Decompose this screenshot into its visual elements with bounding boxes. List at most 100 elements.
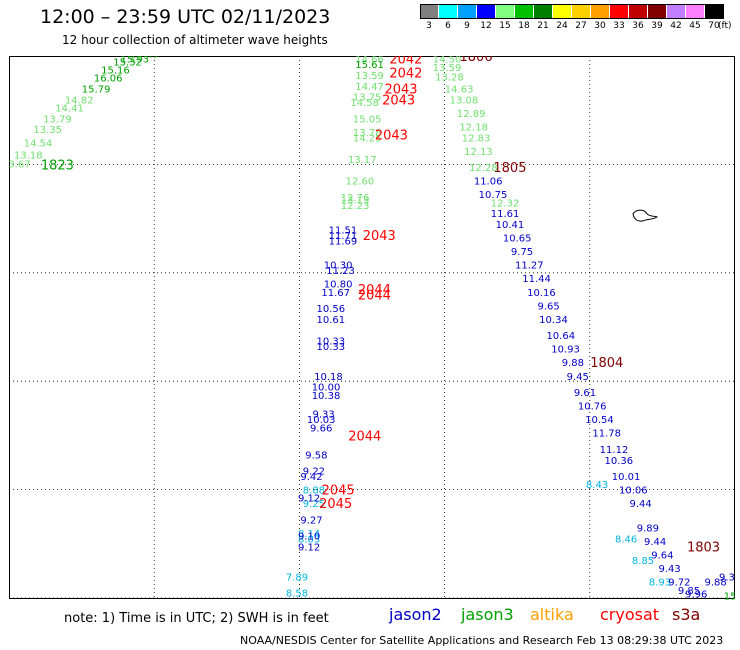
wave-height-value: 15.49 xyxy=(130,56,159,60)
track-time-label: 2043 xyxy=(384,83,417,98)
track-time-label: 2043 xyxy=(375,129,408,144)
wave-height-value: 9.89 xyxy=(637,524,659,535)
wave-height-value: 12.28 xyxy=(469,163,498,174)
legend-tick-label: 18 xyxy=(518,21,530,31)
legend-tick-label: 30 xyxy=(594,21,606,31)
wave-height-value: 12.76 xyxy=(341,193,370,204)
wave-height-value: 9.12 xyxy=(298,494,320,505)
legend-swatch xyxy=(686,4,704,19)
wave-height-value: 9.25 xyxy=(303,499,325,510)
wave-height-value: 9.72 xyxy=(668,578,690,589)
wave-height-value: 11.78 xyxy=(592,429,621,440)
wave-height-value: 10.64 xyxy=(546,331,575,342)
wave-height-value: 13.78 xyxy=(353,128,382,139)
wave-height-value: 13.28 xyxy=(435,73,464,84)
legend-swatch xyxy=(534,4,552,19)
legend-swatch xyxy=(458,4,476,19)
legend-swatch xyxy=(610,4,628,19)
wave-height-value: 8.14 xyxy=(298,529,320,540)
wave-height-value: 16.06 xyxy=(94,74,123,85)
wave-height-value: 9.88 xyxy=(705,578,727,589)
wave-height-value: 15.93 xyxy=(121,56,150,66)
legend-tick-label: 45 xyxy=(689,21,701,31)
wave-height-value: 9.42 xyxy=(300,472,322,483)
legend-swatch xyxy=(572,4,590,19)
wave-height-value: 10.06 xyxy=(619,486,648,497)
wave-height-value: 15 xyxy=(724,591,735,602)
wave-height-value: 9.44 xyxy=(629,499,651,510)
wave-height-value: 10.30 xyxy=(324,261,353,272)
wave-height-value: 9.10 xyxy=(298,532,320,543)
wave-height-value: 13.13 xyxy=(341,196,370,207)
track-time-label: 1823 xyxy=(41,158,74,173)
wave-height-value: 9.65 xyxy=(538,301,560,312)
wave-height-value: 11.44 xyxy=(522,274,551,285)
island-outline xyxy=(632,209,658,222)
wave-height-value: 9.75 xyxy=(511,247,533,258)
satellite-name-jason3: jason3 xyxy=(461,605,514,624)
wave-height-value: 12.60 xyxy=(346,177,375,188)
wave-height-value: 10.76 xyxy=(578,402,607,413)
legend-tick-label: 21 xyxy=(537,21,549,31)
legend-tick-label: 3 xyxy=(426,21,432,31)
wave-height-value: 8.85 xyxy=(632,556,654,567)
lat-tick-label: -50 xyxy=(9,56,10,62)
satellite-name-s3a: s3a xyxy=(672,605,701,624)
legend-tick-label: 39 xyxy=(651,21,663,31)
wave-height-value: 11.27 xyxy=(515,261,544,272)
map-grid xyxy=(9,56,735,599)
wave-height-value: 8.46 xyxy=(615,534,637,545)
wave-height-value: 9.88 xyxy=(562,358,584,369)
lat-tick-label: -58 xyxy=(9,486,10,496)
chart-title: 12:00 – 23:59 UTC 02/11/2023 xyxy=(40,6,331,28)
track-time-label: 1803 xyxy=(687,541,720,556)
legend-swatch xyxy=(648,4,666,19)
wave-height-map: 606366697275-50-52-54-56-58-60 8.587.898… xyxy=(9,56,735,602)
wave-height-value: 10.00 xyxy=(312,383,341,394)
lat-tick-label: -54 xyxy=(9,269,10,279)
wave-height-value: 10.65 xyxy=(503,234,532,245)
wave-height-value: 12.89 xyxy=(457,109,486,120)
legend-unit: (ft) xyxy=(718,21,732,31)
wave-height-value: 12.13 xyxy=(464,147,493,158)
wave-height-value: 10.33 xyxy=(317,342,346,353)
track-time-label: 1804 xyxy=(590,356,623,371)
track-time-label: 1805 xyxy=(493,161,526,176)
wave-height-value: 12.23 xyxy=(341,201,370,212)
wave-height-value: 14.47 xyxy=(355,82,384,93)
wave-height-value: 9.27 xyxy=(300,515,322,526)
wave-height-value: 10.93 xyxy=(551,345,580,356)
wave-height-value: 11.69 xyxy=(329,236,358,247)
wave-height-value: 10.01 xyxy=(612,472,641,483)
wave-height-value: 8.93 xyxy=(649,578,671,589)
wave-height-value: 9.39 xyxy=(719,572,735,583)
legend-tick-label: 33 xyxy=(613,21,625,31)
wave-height-value: 9.85 xyxy=(678,586,700,597)
legend-tick-label: 24 xyxy=(556,21,568,31)
lat-tick-label: -52 xyxy=(9,160,10,170)
wave-height-value: 11.51 xyxy=(329,225,358,236)
track-time-label: 2042 xyxy=(389,66,422,81)
wave-height-value: 13.59 xyxy=(355,71,384,82)
footnote: note: 1) Time is in UTC; 2) SWH is in fe… xyxy=(64,611,329,626)
map-axes: 606366697275-50-52-54-56-58-60 xyxy=(9,56,10,602)
track-time-label: 2045 xyxy=(319,497,352,512)
wave-height-value: 10.75 xyxy=(479,190,508,201)
wave-height-value: 9.66 xyxy=(310,423,332,434)
wave-height-value: 10.54 xyxy=(585,415,614,426)
wave-height-value: 13.08 xyxy=(450,95,479,106)
legend-swatch xyxy=(629,4,647,19)
legend-tick-label: 15 xyxy=(499,21,511,31)
legend-tick-label: 27 xyxy=(575,21,587,31)
legend-swatch xyxy=(667,4,685,19)
wave-height-value: 10.56 xyxy=(317,304,346,315)
chart-subtitle: 12 hour collection of altimeter wave hei… xyxy=(62,33,328,47)
wave-height-value: 14.25 xyxy=(353,133,382,144)
wave-height-value: 13.75 xyxy=(353,93,382,104)
wave-height-value: 14.82 xyxy=(65,95,94,106)
wave-height-value: 15.79 xyxy=(82,85,111,96)
legend-tick-label: 12 xyxy=(480,21,492,31)
wave-height-value: 11.61 xyxy=(491,209,520,220)
wave-height-value: 11.06 xyxy=(474,177,503,188)
legend-swatch xyxy=(591,4,609,19)
